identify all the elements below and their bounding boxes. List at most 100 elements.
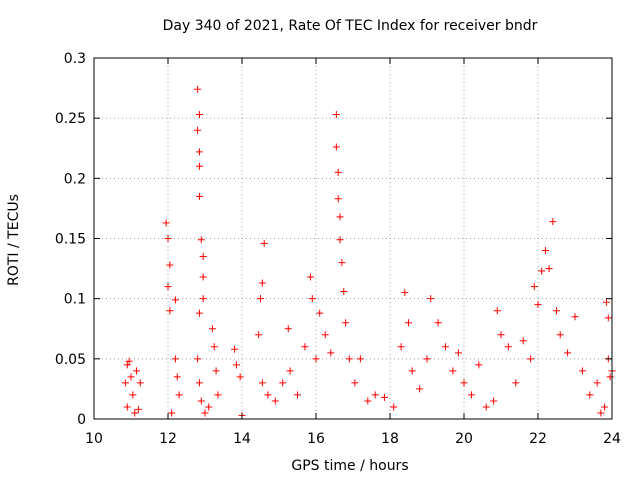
data-point: [549, 218, 557, 226]
data-point: [571, 313, 579, 321]
data-point: [260, 239, 268, 247]
data-point: [212, 367, 220, 375]
data-point: [121, 379, 129, 387]
data-point: [195, 148, 203, 156]
chart-title: Day 340 of 2021, Rate Of TEC Index for r…: [163, 18, 538, 34]
data-point: [460, 379, 468, 387]
data-point: [564, 349, 572, 357]
data-point: [332, 143, 340, 151]
data-point: [504, 343, 512, 351]
data-point: [334, 168, 342, 176]
data-point: [131, 409, 139, 417]
y-tick-label: 0.25: [55, 111, 86, 127]
data-point: [312, 355, 320, 363]
data-point: [351, 379, 359, 387]
data-point: [133, 367, 141, 375]
x-tick-label: 22: [529, 431, 547, 447]
data-point: [301, 343, 309, 351]
data-point: [356, 355, 364, 363]
data-point: [364, 397, 372, 405]
data-point: [125, 357, 133, 365]
data-point: [475, 361, 483, 369]
data-point: [527, 355, 535, 363]
data-point: [519, 337, 527, 345]
data-point: [129, 391, 137, 399]
data-point: [593, 379, 601, 387]
axis-ticks: 10 12 14 16 18 20 22 24 0 0.05 0.1 0.15 0.2 0.25 0.3: [55, 51, 621, 447]
data-point: [597, 409, 605, 417]
data-point: [199, 295, 207, 303]
data-point: [197, 236, 205, 244]
data-point: [173, 373, 181, 381]
data-point: [195, 162, 203, 170]
x-tick-label: 12: [159, 431, 177, 447]
data-point: [284, 325, 292, 333]
data-point: [490, 397, 498, 405]
data-point: [427, 295, 435, 303]
grid-lines: [94, 58, 612, 419]
data-point: [294, 391, 301, 399]
data-point: [195, 309, 203, 317]
data-point: [286, 367, 294, 375]
data-point: [136, 379, 144, 387]
data-point: [236, 373, 244, 381]
data-point: [541, 247, 549, 255]
data-point: [371, 391, 379, 399]
data-point: [538, 267, 546, 275]
data-point: [545, 265, 553, 273]
data-point: [604, 314, 612, 322]
data-point: [602, 298, 610, 306]
data-point: [534, 301, 542, 309]
x-tick-label: 20: [455, 431, 473, 447]
data-point: [123, 361, 131, 369]
data-point: [336, 213, 344, 221]
data-point: [175, 391, 183, 399]
data-point: [308, 295, 316, 303]
data-point: [482, 403, 490, 411]
data-point: [208, 325, 216, 333]
data-point: [390, 403, 398, 411]
data-point: [162, 219, 170, 227]
data-point: [578, 367, 586, 375]
y-tick-label: 0.1: [64, 292, 86, 308]
data-point: [493, 307, 501, 315]
data-point: [199, 273, 207, 281]
data-point: [210, 343, 218, 351]
data-point: [166, 261, 174, 269]
data-points: [121, 85, 616, 419]
y-tick-label: 0.15: [55, 232, 86, 248]
data-point: [338, 259, 346, 267]
y-tick-label: 0: [77, 412, 86, 428]
y-axis-title: ROTI / TECUs: [6, 194, 22, 286]
data-point: [271, 397, 279, 405]
y-tick-label: 0.2: [64, 171, 86, 187]
data-point: [586, 391, 594, 399]
data-point: [166, 307, 174, 315]
data-point: [232, 361, 240, 369]
data-point: [316, 309, 324, 317]
data-point: [255, 331, 263, 339]
data-point: [164, 283, 172, 291]
data-point: [257, 295, 264, 303]
data-point: [199, 253, 207, 261]
data-point: [497, 331, 505, 339]
x-tick-label: 14: [233, 431, 251, 447]
data-point: [306, 273, 314, 281]
x-axis-title: GPS time / hours: [291, 458, 408, 474]
data-point: [171, 355, 179, 363]
data-point: [556, 331, 564, 339]
data-point: [195, 111, 203, 119]
data-point: [454, 349, 462, 357]
data-point: [194, 126, 202, 134]
data-point: [321, 331, 329, 339]
data-point: [340, 287, 348, 295]
y-tick-label: 0.3: [64, 51, 86, 67]
data-point: [512, 379, 520, 387]
data-point: [264, 391, 272, 399]
data-point: [530, 283, 538, 291]
data-point: [279, 379, 287, 387]
data-point: [405, 319, 412, 327]
x-tick-label: 18: [381, 431, 399, 447]
data-point: [342, 319, 350, 327]
